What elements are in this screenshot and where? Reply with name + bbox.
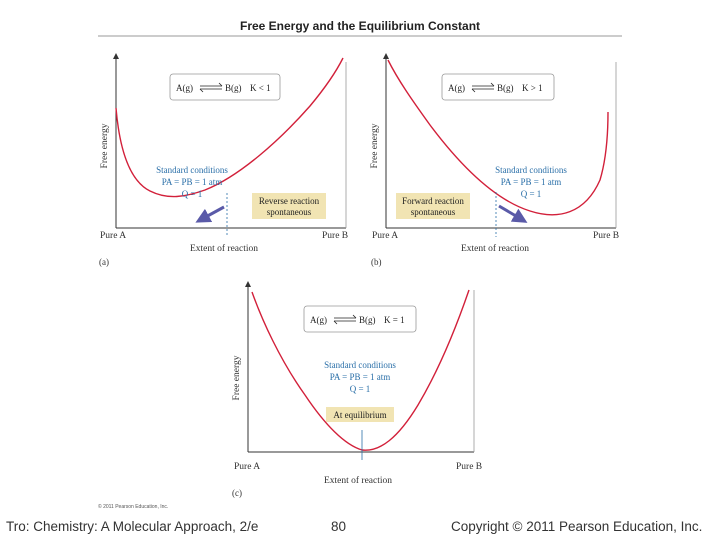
equilibrium-arrows-icon xyxy=(333,314,357,325)
panel-b-conditions-1: Standard conditions xyxy=(495,165,567,175)
panel-c-pure-a: Pure A xyxy=(234,462,260,472)
panel-a-pure-b: Pure B xyxy=(322,231,348,241)
panel-b-curve xyxy=(387,59,609,216)
panel-c-y-label: Free energy xyxy=(232,355,242,400)
panel-b-letter: (b) xyxy=(371,257,382,267)
panel-c-conditions-1: Standard conditions xyxy=(324,360,396,370)
panel-a-k-relation: K < 1 xyxy=(250,83,271,93)
panel-a-note-2: spontaneous xyxy=(267,207,312,217)
panel-b-equation-box xyxy=(441,73,555,101)
panel-c-note-1: At equilibrium xyxy=(333,410,386,420)
panel-a-curve xyxy=(115,57,344,198)
panel-c-k-relation: K = 1 xyxy=(384,315,405,325)
panel-a-note-1: Reverse reaction xyxy=(259,196,320,206)
panel-c: A(g) B(g) K = 1 Free energy Standard con… xyxy=(232,281,482,498)
panel-c-reactant: A(g) xyxy=(310,315,327,325)
footer-course-title: Tro: Chemistry: A Molecular Approach, 2/… xyxy=(6,519,259,534)
panel-a-product: B(g) xyxy=(225,83,242,93)
panel-b-y-label: Free energy xyxy=(370,123,380,168)
panel-b-product: B(g) xyxy=(497,83,514,93)
panel-a-direction-arrow xyxy=(195,205,225,223)
figure-title: Free Energy and the Equilibrium Constant xyxy=(240,19,480,33)
panel-a-conditions-1: Standard conditions xyxy=(156,165,228,175)
panel-b-note-2: spontaneous xyxy=(411,207,456,217)
panel-a-equation-box xyxy=(169,73,281,101)
panel-b-x-label: Extent of reaction xyxy=(461,243,529,254)
panel-c-equation-box xyxy=(303,305,417,333)
panel-b-note-box xyxy=(396,193,470,219)
panel-b-pure-b: Pure B xyxy=(593,231,619,241)
panel-b-conditions-3: Q = 1 xyxy=(521,189,542,199)
panel-a-y-label: Free energy xyxy=(100,123,110,168)
panel-b-conditions-2: PA = PB = 1 atm xyxy=(501,177,562,187)
panel-b-note-1: Forward reaction xyxy=(402,196,464,206)
footer-copyright: Copyright © 2011 Pearson Education, Inc. xyxy=(451,519,703,534)
figure-copyright: © 2011 Pearson Education, Inc. xyxy=(98,503,168,510)
panel-b-reactant: A(g) xyxy=(448,83,465,93)
panel-b-k-relation: K > 1 xyxy=(522,83,543,93)
panel-a-letter: (a) xyxy=(99,257,109,267)
panel-b-pure-a: Pure A xyxy=(372,231,398,241)
panel-a-note-box xyxy=(252,193,326,219)
panel-c-pure-b: Pure B xyxy=(456,462,482,472)
panel-c-x-label: Extent of reaction xyxy=(324,475,392,486)
panel-b-direction-arrow xyxy=(498,204,528,223)
equilibrium-arrows-icon xyxy=(471,82,495,93)
footer-page-number: 80 xyxy=(331,519,347,534)
panel-a-conditions-2: PA = PB = 1 atm xyxy=(162,177,223,187)
panel-c-note-box xyxy=(326,407,394,422)
panel-a-reactant: A(g) xyxy=(176,83,193,93)
panel-a-x-label: Extent of reaction xyxy=(190,243,258,254)
panel-c-product: B(g) xyxy=(359,315,376,325)
panel-a-pure-a: Pure A xyxy=(100,231,126,241)
panel-c-letter: (c) xyxy=(232,488,242,498)
equilibrium-arrows-icon xyxy=(199,82,223,93)
panel-b: A(g) B(g) K > 1 Free energy Standard con… xyxy=(370,53,619,267)
panel-c-conditions-3: Q = 1 xyxy=(350,384,371,394)
panel-c-conditions-2: PA = PB = 1 atm xyxy=(330,372,391,382)
panel-a: A(g) B(g) K < 1 Free energy Standard con… xyxy=(99,53,348,267)
panel-a-conditions-3: Q = 1 xyxy=(182,189,203,199)
